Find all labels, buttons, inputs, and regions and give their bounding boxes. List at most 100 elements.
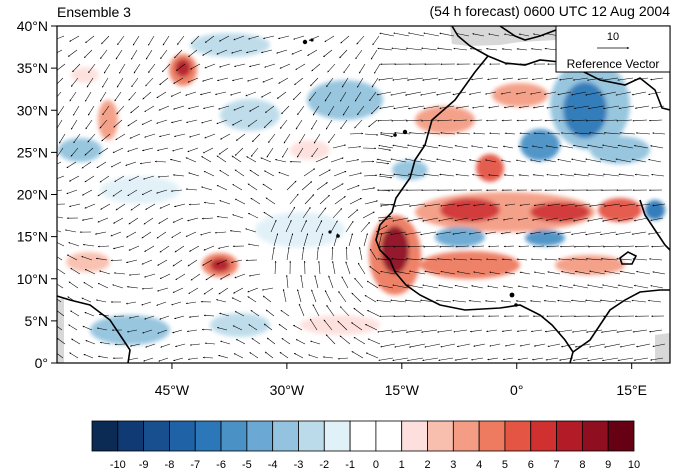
wind-vector — [128, 217, 139, 225]
wind-vector — [394, 131, 411, 135]
wind-vector — [308, 91, 317, 101]
wind-vector — [249, 63, 261, 68]
wind-vector — [648, 231, 662, 235]
wind-vector — [172, 174, 185, 177]
wind-vector — [349, 132, 364, 135]
wind-vector — [188, 287, 199, 294]
wind-vector — [487, 217, 499, 221]
wind-vector — [559, 245, 575, 248]
wind-vector — [407, 144, 424, 149]
wind-vector — [392, 357, 409, 362]
wind-vector — [573, 173, 590, 177]
wind-vector — [585, 231, 602, 236]
wind-vector — [518, 174, 530, 177]
wind-vector — [600, 158, 617, 163]
wind-vector — [314, 275, 319, 289]
colorbar-label: -3 — [294, 459, 304, 471]
wind-vector — [171, 231, 182, 238]
wind-vector — [144, 105, 155, 112]
wind-vector — [468, 91, 482, 95]
wind-vector — [229, 229, 242, 233]
wind-vector — [405, 329, 423, 333]
wind-vector — [235, 133, 246, 141]
wind-vector — [392, 144, 409, 149]
wind-vector — [406, 77, 424, 81]
colorbar-label: 1 — [399, 459, 405, 471]
wind-vector — [126, 231, 137, 238]
wind-vector — [488, 174, 500, 177]
wind-vector — [377, 215, 392, 219]
wind-vector — [518, 245, 530, 248]
wind-vector — [172, 259, 183, 267]
wind-vector — [157, 259, 168, 266]
wind-vector — [357, 105, 365, 116]
longitude-axis: 45°W 30°W 15°W 0° 15°E — [155, 363, 647, 398]
wind-vector — [351, 292, 362, 303]
wind-vector — [354, 277, 364, 289]
wind-vector — [365, 352, 379, 359]
wind-vector — [437, 47, 453, 51]
wind-vector — [69, 203, 81, 208]
wind-vector — [650, 145, 664, 149]
wind-vector — [472, 33, 485, 37]
wind-vector — [573, 245, 590, 248]
wind-vector — [189, 133, 201, 138]
wind-vector — [66, 254, 78, 261]
wind-vector — [391, 119, 408, 122]
wind-vector — [316, 246, 320, 261]
wind-vector — [438, 144, 454, 149]
wind-vector — [454, 144, 469, 149]
wind-vector — [82, 243, 95, 247]
wind-vector — [617, 77, 634, 81]
wind-vector — [70, 267, 81, 275]
wind-vector — [158, 217, 169, 224]
wind-vector — [585, 91, 602, 96]
lat-tick-label: 25°N — [17, 144, 48, 160]
wind-vector — [301, 181, 313, 191]
wind-vector — [421, 47, 438, 51]
wind-vector — [69, 175, 80, 182]
wind-vector — [280, 309, 290, 317]
wind-vector — [436, 91, 452, 96]
wind-vector — [390, 231, 407, 236]
wind-vector — [70, 310, 80, 317]
wind-vector — [543, 159, 557, 163]
cool-anomaly — [210, 313, 270, 337]
wind-vector — [405, 91, 422, 96]
wind-vector — [128, 273, 141, 276]
wind-vector — [393, 105, 410, 110]
wind-vector — [333, 170, 347, 177]
wind-vector — [533, 343, 546, 347]
wind-vector — [215, 91, 227, 96]
wind-vector — [473, 203, 486, 207]
wind-vector — [201, 328, 213, 331]
wind-vector — [600, 119, 618, 122]
wind-vector — [202, 147, 214, 154]
wind-vector — [185, 188, 198, 191]
wind-vector — [631, 158, 647, 163]
wind-vector — [64, 229, 77, 233]
wind-vector — [262, 183, 273, 191]
wind-vector — [369, 266, 381, 275]
wind-vector — [619, 132, 636, 135]
wind-vector — [325, 334, 336, 345]
wind-vector — [283, 133, 291, 144]
wind-vector — [203, 170, 215, 177]
wind-vector — [205, 273, 216, 281]
wind-vector — [354, 91, 362, 102]
wind-vector — [172, 147, 184, 152]
wind-vector — [141, 259, 153, 265]
wind-vector — [299, 133, 306, 144]
wind-vector — [285, 219, 292, 233]
lon-tick-label: 0° — [510, 382, 523, 398]
wind-vector — [325, 119, 333, 130]
wind-vector — [378, 233, 383, 247]
wind-vector — [652, 343, 666, 348]
wind-vector — [276, 91, 287, 99]
wind-vector — [87, 105, 95, 116]
cool-anomaly — [645, 200, 665, 220]
lon-tick-label: 30°W — [270, 382, 305, 398]
wind-vector — [263, 323, 273, 331]
forecast-time-title: (54 h forecast) 0600 UTC 12 Aug 2004 — [430, 3, 671, 19]
wind-vector — [315, 156, 329, 163]
